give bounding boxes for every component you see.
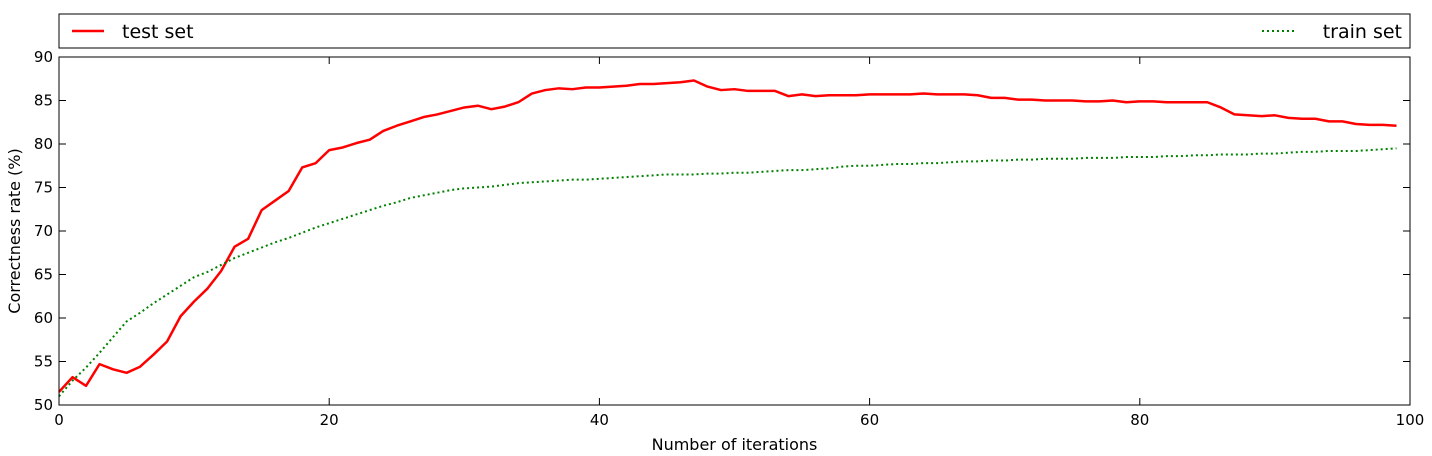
x-tick-label: 40 bbox=[590, 411, 609, 429]
legend-label-test-set: test set bbox=[122, 21, 194, 43]
x-tick-label: 20 bbox=[320, 411, 339, 429]
y-tick-label: 90 bbox=[34, 48, 53, 66]
legend-box bbox=[58, 13, 1411, 49]
y-tick-label: 55 bbox=[34, 353, 53, 371]
x-axis-label: Number of iterations bbox=[652, 435, 818, 454]
legend-label-train-set: train set bbox=[1323, 21, 1402, 43]
x-tick-label: 100 bbox=[1396, 411, 1425, 429]
x-tick-label: 0 bbox=[54, 411, 64, 429]
y-axis-label: Correctness rate (%) bbox=[5, 148, 24, 313]
x-tick-label: 60 bbox=[860, 411, 879, 429]
series-line-test-set bbox=[58, 79, 1397, 393]
y-tick-label: 65 bbox=[34, 266, 53, 284]
y-tick-label: 80 bbox=[34, 135, 53, 153]
legend: test set train set bbox=[58, 13, 1411, 49]
y-tick-label: 75 bbox=[34, 179, 53, 197]
y-tick-label: 50 bbox=[34, 396, 53, 414]
y-tick-label: 85 bbox=[34, 92, 53, 110]
y-tick-label: 60 bbox=[34, 309, 53, 327]
x-tick-label: 80 bbox=[1130, 411, 1149, 429]
y-tick-label: 70 bbox=[34, 222, 53, 240]
x-axis-ticks: 0 20 40 60 80 100 bbox=[54, 57, 1424, 429]
y-axis-ticks: 50 55 60 65 70 75 80 85 90 bbox=[34, 48, 1410, 414]
series-line-train-set bbox=[58, 147, 1397, 397]
series-layer bbox=[58, 79, 1397, 397]
